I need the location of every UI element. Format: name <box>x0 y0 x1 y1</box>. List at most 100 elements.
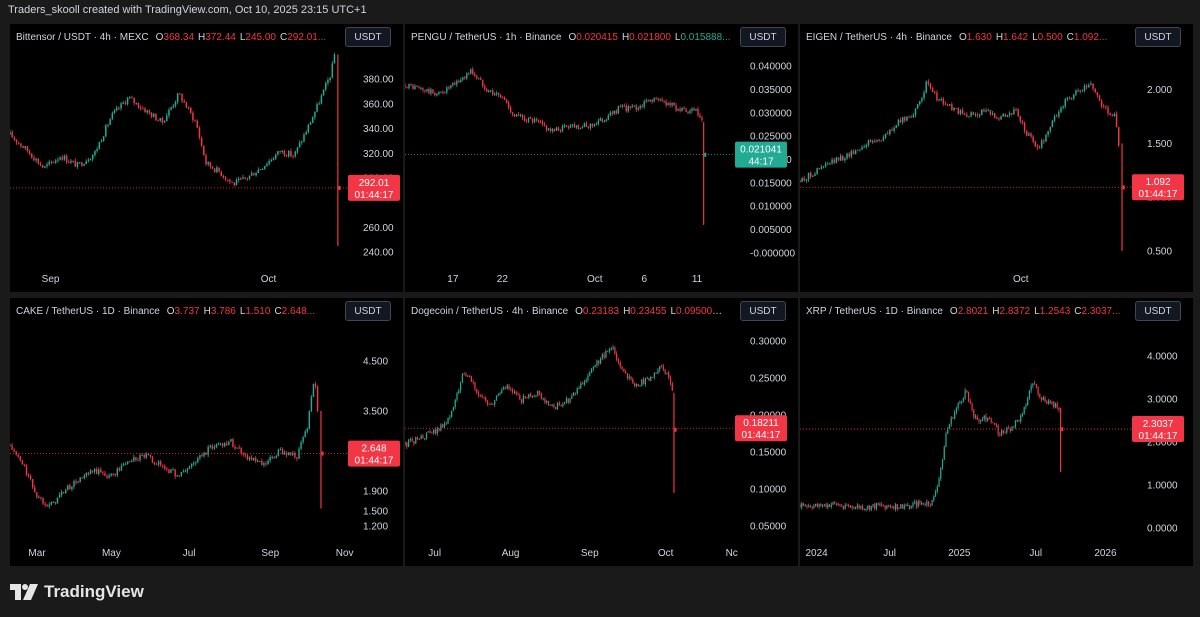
candle <box>912 113 915 119</box>
candle <box>431 431 433 434</box>
candle <box>452 82 454 87</box>
candlestick-chart[interactable]: 0.0000 1.0000 2.0000 3.0000 4.0000 2024 Jul 202… <box>800 298 1193 566</box>
currency-button[interactable]: USDT <box>1135 27 1181 47</box>
candle <box>639 104 641 111</box>
candle <box>1105 105 1107 110</box>
y-tick-label: 1.500 <box>1147 139 1172 150</box>
currency-button[interactable]: USDT <box>1135 301 1181 321</box>
chart-panel[interactable]: XRP / TetherUS · 1D · Binance O2.8021 H2.8… <box>800 298 1193 566</box>
candle <box>10 443 11 447</box>
candle <box>542 397 544 401</box>
candle <box>526 396 528 399</box>
candle <box>287 452 290 456</box>
candle <box>310 394 313 413</box>
candle <box>137 102 140 109</box>
x-tick-label: Oct <box>261 274 277 285</box>
candle <box>1023 406 1025 415</box>
currency-button[interactable]: USDT <box>740 301 786 321</box>
candle <box>444 91 446 94</box>
candle <box>1064 97 1066 109</box>
candle <box>501 95 504 99</box>
candle <box>1098 94 1101 101</box>
candle <box>1034 380 1036 385</box>
candle <box>1047 130 1049 138</box>
candlestick-chart[interactable]: 240.00260.00300.00320.00340.00360.00380.… <box>10 24 403 292</box>
candle <box>222 174 225 179</box>
tradingview-logo[interactable]: TradingView <box>10 582 144 602</box>
candle <box>122 100 124 105</box>
candle <box>303 132 305 143</box>
currency-button[interactable]: USDT <box>345 301 391 321</box>
candle <box>246 453 249 461</box>
candle <box>573 391 575 397</box>
candle <box>1054 402 1057 409</box>
chart-panel[interactable]: CAKE / TetherUS · 1D · Binance O3.737 H3.7… <box>10 298 403 566</box>
candle <box>1107 105 1109 116</box>
candle <box>205 153 207 166</box>
candle <box>60 489 63 498</box>
candle <box>184 469 187 473</box>
y-tick-label: 2.0000 <box>1147 438 1178 449</box>
candle <box>655 96 657 100</box>
currency-button[interactable]: USDT <box>740 27 786 47</box>
candlestick-chart[interactable]: 1.2001.5001.9002.6003.5004.500MarMayJulS… <box>10 298 403 566</box>
candle <box>677 108 679 112</box>
candle <box>63 154 66 161</box>
candle <box>535 395 537 398</box>
candle <box>122 462 125 467</box>
candle <box>488 403 490 405</box>
candle <box>877 502 879 506</box>
candle <box>945 431 947 448</box>
candle <box>454 398 456 410</box>
chart-panel[interactable]: Bittensor / USDT · 4h · MEXC O368.34 H372.… <box>10 24 403 292</box>
candle <box>13 136 16 142</box>
candle <box>527 117 530 124</box>
candle <box>637 106 639 112</box>
candle <box>176 474 178 477</box>
candle <box>513 389 516 395</box>
candle <box>537 390 539 397</box>
candle <box>835 156 838 164</box>
candle <box>801 501 803 510</box>
chart-panel[interactable]: PENGU / TetherUS · 1h · Binance O0.020415… <box>405 24 798 292</box>
candle <box>112 472 114 476</box>
y-tick-label: 0.035000 <box>750 85 792 96</box>
candle <box>267 458 269 466</box>
candle <box>650 375 652 382</box>
last-price-value: 2.3037 <box>1143 419 1174 430</box>
candle <box>207 161 209 167</box>
x-tick-label: Jul <box>183 548 196 559</box>
candle <box>623 103 625 107</box>
candlestick-chart[interactable]: 0.050000.100000.150000.200000.250000.300… <box>405 298 798 566</box>
candle <box>874 138 876 143</box>
candle <box>1032 383 1034 389</box>
candle <box>828 503 831 508</box>
chart-panel[interactable]: Dogecoin / TetherUS · 4h · Binance O0.231… <box>405 298 798 566</box>
candle <box>287 149 290 158</box>
candle <box>644 377 647 387</box>
last-price-value: 292.01 <box>359 178 390 189</box>
candle <box>72 160 74 164</box>
candle <box>281 447 284 455</box>
candle <box>413 440 415 446</box>
candle <box>1037 386 1039 397</box>
candle <box>209 444 211 449</box>
candle <box>1077 88 1079 92</box>
candle <box>495 395 498 401</box>
candle <box>607 113 610 121</box>
candle <box>631 104 633 108</box>
y-tick-label: 1.900 <box>363 487 388 498</box>
currency-button[interactable]: USDT <box>345 27 391 47</box>
candle <box>671 102 673 108</box>
candle <box>589 123 592 131</box>
candle <box>427 430 429 433</box>
candle <box>114 473 116 477</box>
chart-panel[interactable]: EIGEN / TetherUS · 4h · Binance O1.630 H1.… <box>800 24 1193 292</box>
candlestick-chart[interactable]: -0.0000000.0050000.0100000.0150000.02000… <box>405 24 798 292</box>
candle <box>529 116 532 119</box>
candle <box>649 99 651 103</box>
x-tick-label: 6 <box>641 274 647 285</box>
candle <box>996 116 998 120</box>
